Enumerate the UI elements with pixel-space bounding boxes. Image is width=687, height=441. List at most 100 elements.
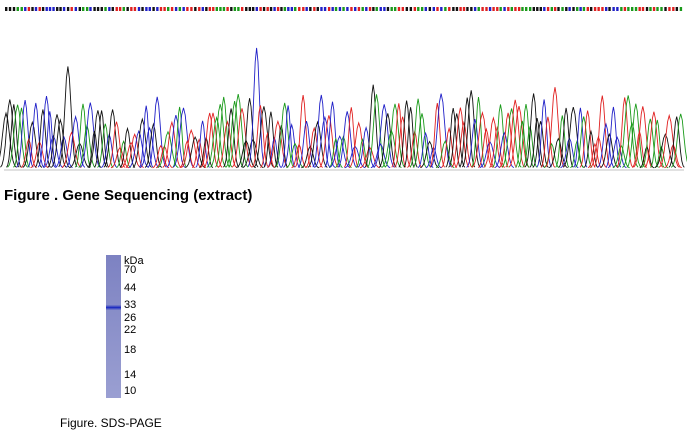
- trace-peak: [359, 146, 380, 169]
- trace-peak: [166, 114, 186, 168]
- trace-peak: [670, 113, 687, 168]
- base-call: [455, 7, 459, 11]
- base-call: [251, 7, 255, 11]
- base-call: [133, 7, 137, 11]
- trace-peak: [420, 140, 440, 169]
- trace-peak: [172, 106, 187, 168]
- base-call: [233, 7, 237, 11]
- base-call: [365, 7, 368, 11]
- base-call: [269, 7, 273, 11]
- marker-label: 14: [124, 369, 136, 381]
- base-call: [357, 7, 361, 11]
- trace-peak: [558, 107, 574, 168]
- base-call: [219, 7, 222, 11]
- trace-peak: [162, 120, 182, 168]
- base-call-strip: [5, 7, 683, 11]
- trace-peak: [305, 126, 323, 168]
- base-call: [597, 7, 600, 11]
- trace-peak: [555, 115, 570, 168]
- trace-peak: [459, 97, 476, 168]
- marker-label: 26: [124, 312, 136, 324]
- trace-peak: [172, 107, 195, 168]
- base-call: [137, 7, 141, 11]
- trace-peak: [312, 94, 331, 168]
- base-call: [496, 7, 499, 11]
- base-call: [309, 7, 312, 11]
- base-call: [616, 7, 619, 11]
- base-call: [568, 7, 571, 11]
- base-call: [104, 7, 107, 11]
- trace-peak: [251, 105, 269, 168]
- trace-peak: [55, 135, 73, 169]
- base-call: [31, 7, 34, 11]
- base-call: [222, 7, 226, 11]
- trace-peak: [517, 104, 535, 168]
- base-call: [122, 7, 125, 11]
- base-call: [638, 7, 641, 11]
- chromatogram: [0, 47, 687, 169]
- base-call: [579, 7, 582, 11]
- base-call: [170, 7, 174, 11]
- trace-peak: [633, 106, 653, 168]
- trace-peak: [50, 118, 70, 168]
- base-call: [645, 7, 649, 11]
- trace-peak: [532, 121, 549, 168]
- marker-label: 44: [124, 282, 136, 294]
- base-call: [89, 7, 92, 11]
- base-call: [16, 7, 19, 11]
- base-call: [660, 7, 663, 11]
- base-call: [167, 7, 170, 11]
- base-call: [350, 7, 353, 11]
- trace-peak: [417, 131, 434, 168]
- trace-peak: [247, 47, 266, 167]
- base-call: [100, 7, 103, 11]
- trace-peak: [301, 145, 320, 169]
- marker-label: 10: [124, 385, 136, 397]
- base-call: [492, 7, 495, 11]
- base-call: [331, 7, 334, 11]
- base-call: [604, 7, 608, 11]
- trace-peak: [203, 112, 223, 168]
- base-call: [266, 7, 269, 11]
- trace-peak: [307, 120, 328, 168]
- trace-peak: [195, 120, 210, 168]
- base-call: [178, 7, 182, 11]
- base-call: [226, 7, 229, 11]
- base-call: [612, 7, 615, 11]
- trace-peak: [373, 104, 395, 168]
- base-call: [608, 7, 611, 11]
- base-call: [679, 7, 683, 11]
- trace-peak: [13, 107, 30, 168]
- trace-peak: [626, 103, 646, 168]
- base-call: [212, 7, 215, 11]
- base-call: [668, 7, 671, 11]
- base-call: [630, 7, 634, 11]
- trace-peak: [562, 106, 584, 168]
- base-call: [517, 7, 521, 11]
- base-call: [48, 7, 52, 11]
- base-call: [262, 7, 266, 11]
- base-call: [280, 7, 283, 11]
- trace-peak: [231, 108, 253, 168]
- base-call: [346, 7, 349, 11]
- trace-peak: [37, 96, 56, 168]
- base-call: [601, 7, 604, 11]
- base-call: [24, 7, 27, 11]
- trace-peak: [403, 107, 418, 168]
- base-call: [656, 7, 659, 11]
- trace-peak: [61, 131, 82, 168]
- base-call: [521, 7, 524, 11]
- base-call: [313, 7, 316, 11]
- trace-peak: [147, 96, 167, 168]
- base-call: [593, 7, 597, 11]
- base-call: [8, 7, 12, 11]
- base-call: [59, 7, 62, 11]
- trace-peak: [206, 115, 227, 168]
- marker-label: 33: [124, 299, 136, 311]
- trace-peak: [242, 138, 264, 169]
- base-call: [473, 7, 477, 11]
- base-call: [675, 7, 679, 11]
- base-call: [290, 7, 294, 11]
- trace-peak: [654, 133, 677, 168]
- trace-peak: [200, 112, 219, 168]
